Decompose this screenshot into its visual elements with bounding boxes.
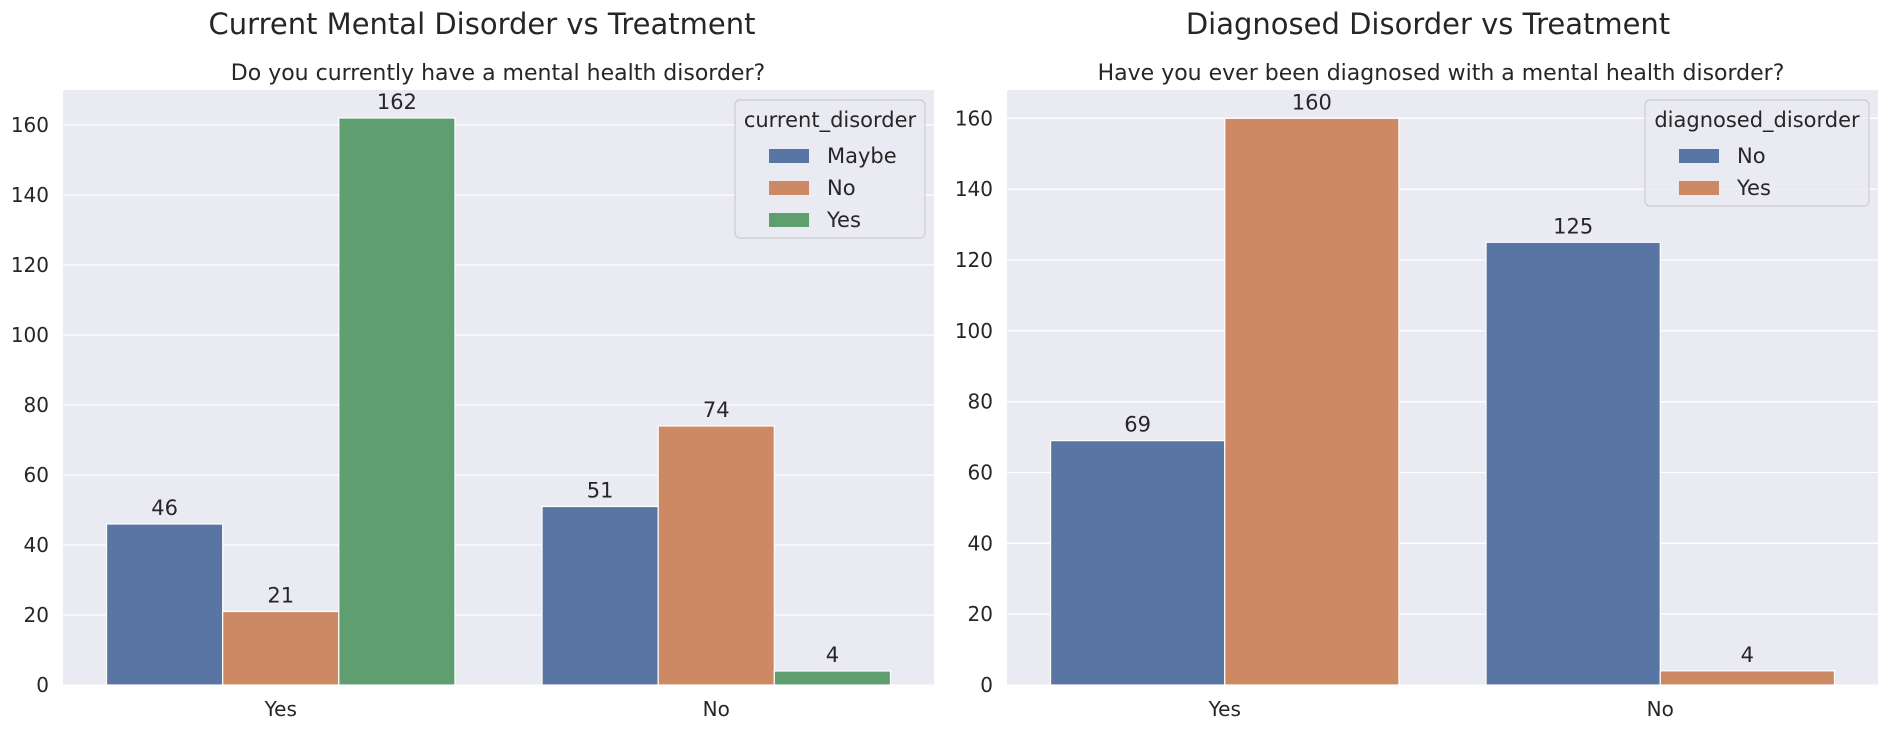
chart-1-legend-label: No (827, 176, 856, 200)
chart-1-bar (773, 670, 892, 686)
chart-1-bar (657, 425, 775, 686)
chart-2-legend-title: diagnosed_disorder (1654, 108, 1860, 133)
chart-2-y-tick-label: 100 (955, 319, 993, 343)
chart-2-legend-label: Yes (1736, 176, 1771, 200)
chart-2-data-label: 69 (1124, 413, 1151, 437)
chart-1-data-label: 21 (267, 584, 294, 608)
chart-1-y-tick-label: 140 (11, 183, 49, 207)
chart-2-y-tick-label: 160 (955, 106, 993, 130)
chart-1-data-label: 74 (703, 398, 730, 422)
chart-2-y-tick-label: 120 (955, 248, 993, 272)
chart-2-bar (1224, 117, 1400, 686)
chart-1-subtitle: Do you currently have a mental health di… (231, 61, 765, 86)
chart-2-y-tick-label: 20 (968, 602, 993, 626)
chart-1-y-tick-label: 160 (11, 113, 49, 137)
chart-2-data-label: 4 (1741, 643, 1754, 667)
chart-1-x-tick-label: Yes (264, 697, 297, 721)
chart-1-y-tick-label: 0 (36, 673, 49, 697)
chart-1-y-tick-label: 60 (24, 463, 49, 487)
chart-2-bar (1659, 670, 1836, 686)
chart-2-y-tick-label: 140 (955, 177, 993, 201)
chart-1-data-label: 162 (377, 90, 417, 114)
chart-1-legend-swatch (769, 213, 809, 227)
chart-2-y-tick-label: 80 (968, 390, 993, 414)
chart-1-y-tick-label: 100 (11, 323, 49, 347)
chart-1-y-tick-label: 120 (11, 253, 49, 277)
chart-1-y-tick-label: 40 (24, 533, 49, 557)
chart-1-legend-swatch (769, 149, 809, 163)
chart-2-bar (1485, 241, 1661, 686)
chart-1-legend-label: Maybe (827, 144, 897, 168)
chart-2-y-tick-label: 0 (980, 673, 993, 697)
chart-1-data-label: 4 (826, 643, 839, 667)
chart-2-x-tick-label: Yes (1208, 697, 1241, 721)
chart-1-y-tick-label: 80 (24, 393, 49, 417)
chart-1-bar (222, 610, 340, 686)
chart-1-bar (105, 523, 224, 686)
chart-1-bar (338, 117, 456, 686)
chart-1-x-tick-label: No (703, 697, 730, 721)
chart-1-legend-title: current_disorder (744, 108, 917, 133)
chart-2-data-label: 125 (1553, 214, 1593, 238)
chart-2-legend-swatch (1679, 181, 1719, 195)
chart-1-data-label: 46 (151, 496, 178, 520)
chart-2-y-tick-label: 60 (968, 461, 993, 485)
chart-1-legend-label: Yes (826, 208, 861, 232)
chart-2-legend-label: No (1737, 144, 1766, 168)
chart-2-bar (1049, 440, 1226, 686)
chart-2-title: Diagnosed Disorder vs Treatment (1186, 7, 1670, 41)
chart-2-legend-swatch (1679, 149, 1719, 163)
chart-1-title: Current Mental Disorder vs Treatment (209, 7, 756, 41)
chart-1-bar (541, 505, 659, 686)
chart-1-data-label: 51 (587, 479, 614, 503)
chart-2-x-tick-label: No (1647, 697, 1674, 721)
chart-1-legend (734, 99, 926, 239)
chart-2-subtitle: Have you ever been diagnosed with a ment… (1098, 61, 1785, 86)
chart-2-y-tick-label: 40 (968, 531, 993, 555)
chart-2-legend (1644, 99, 1870, 207)
chart-1-y-tick-label: 20 (24, 603, 49, 627)
chart-1-legend-swatch (769, 181, 809, 195)
chart-2-data-label: 160 (1292, 90, 1332, 114)
